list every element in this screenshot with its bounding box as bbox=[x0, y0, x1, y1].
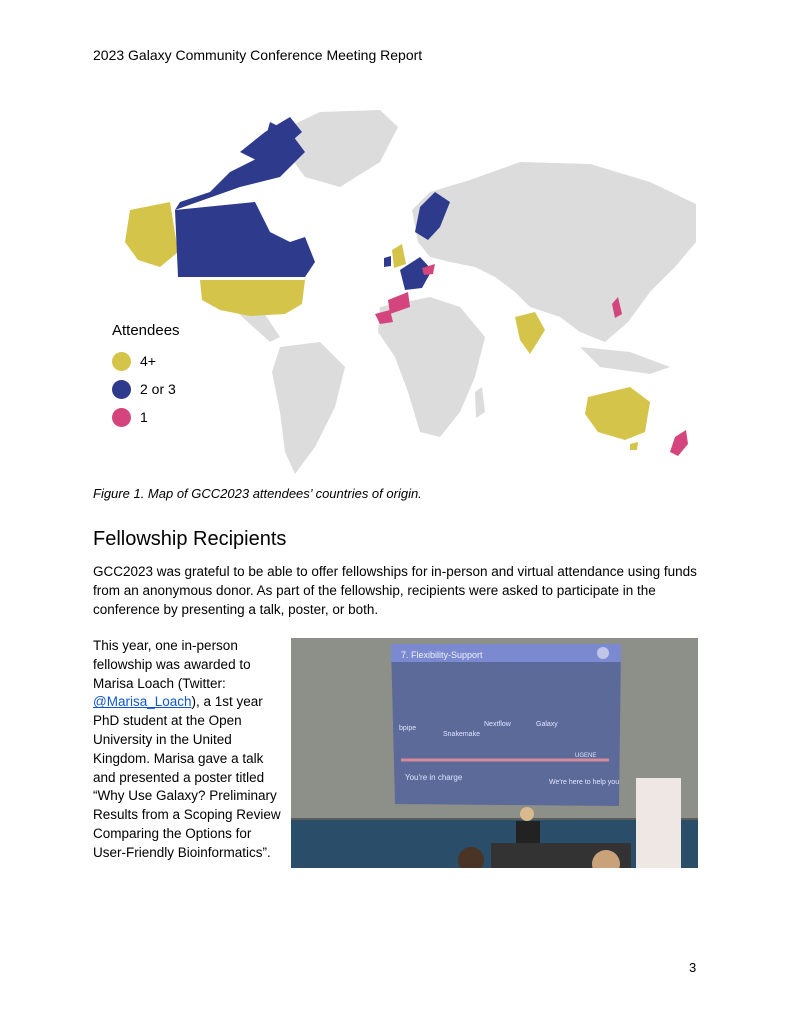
fellow-description: This year, one in-person fellowship was … bbox=[93, 637, 285, 863]
country-ireland bbox=[384, 256, 391, 267]
fellow-text-before: This year, one in-person fellowship was … bbox=[93, 638, 251, 691]
country-canada bbox=[175, 122, 315, 277]
country-poland bbox=[422, 264, 435, 275]
legend-label: 2 or 3 bbox=[140, 381, 176, 397]
slide-label: bpipe bbox=[399, 725, 416, 732]
legend-item-2or3: 2 or 3 bbox=[112, 375, 180, 403]
country-scandinavia bbox=[415, 192, 450, 240]
country-tasmania bbox=[630, 442, 638, 450]
legend-label: 1 bbox=[140, 409, 148, 425]
legend-swatch bbox=[112, 407, 131, 427]
country-new-zealand bbox=[670, 430, 688, 456]
slide-label: Snakemake bbox=[443, 731, 480, 738]
map-legend: Attendees 4+ 2 or 3 1 bbox=[112, 322, 180, 431]
audience-head bbox=[592, 850, 620, 868]
country-india bbox=[515, 312, 545, 354]
country-western-europe bbox=[400, 257, 432, 290]
legend-title: Attendees bbox=[112, 322, 180, 339]
land-greenland bbox=[278, 110, 398, 187]
world-map bbox=[125, 110, 696, 474]
country-canada-arctic bbox=[240, 117, 302, 162]
page-header: 2023 Galaxy Community Conference Meeting… bbox=[93, 47, 423, 63]
section-heading: Fellowship Recipients bbox=[93, 528, 287, 550]
land-indonesia bbox=[580, 347, 670, 374]
projection-screen bbox=[391, 644, 621, 806]
legend-item-1: 1 bbox=[112, 403, 180, 431]
slide-right-caption: We're here to help you bbox=[549, 779, 619, 786]
speaker-head bbox=[520, 807, 534, 821]
legend-label: 4+ bbox=[140, 353, 156, 369]
country-spain bbox=[388, 292, 410, 314]
country-morocco bbox=[375, 310, 393, 324]
land-africa bbox=[378, 297, 485, 437]
banner-stand bbox=[636, 778, 681, 868]
page-number: 3 bbox=[689, 960, 697, 975]
legend-item-4plus: 4+ bbox=[112, 347, 180, 375]
slide-label: Galaxy bbox=[536, 721, 558, 728]
slide-title: 7. Flexibility-Support bbox=[401, 650, 483, 660]
audience-head bbox=[458, 847, 484, 868]
country-usa bbox=[200, 280, 305, 316]
legend-swatch bbox=[112, 351, 131, 371]
land-south-america bbox=[272, 342, 345, 474]
slide-title-bar bbox=[391, 644, 621, 662]
legend-swatch bbox=[112, 379, 131, 399]
photo-illustration: 7. Flexibility-Support bpipe Snakemake N… bbox=[291, 638, 698, 868]
world-map-figure: Attendees 4+ 2 or 3 1 bbox=[90, 92, 702, 480]
twitter-link[interactable]: @Marisa_Loach bbox=[93, 694, 192, 710]
land-madagascar bbox=[475, 387, 485, 418]
country-uk bbox=[392, 244, 406, 268]
fellowship-paragraph: GCC2023 was grateful to be able to offer… bbox=[93, 564, 697, 617]
figure-caption: Figure 1. Map of GCC2023 attendees’ coun… bbox=[93, 486, 422, 501]
country-alaska-usa bbox=[125, 202, 178, 267]
slide-left-caption: You're in charge bbox=[405, 773, 463, 782]
fellow-text-after: ), a 1st year PhD student at the Open Un… bbox=[93, 694, 281, 860]
no-entry-icon bbox=[597, 647, 609, 659]
slide-label: UGENE bbox=[575, 753, 596, 759]
country-japan bbox=[612, 297, 622, 318]
slide-label: Nextflow bbox=[484, 721, 512, 728]
land-eurasia bbox=[412, 162, 696, 342]
conference-photo: 7. Flexibility-Support bpipe Snakemake N… bbox=[291, 638, 698, 868]
country-australia bbox=[585, 387, 650, 440]
